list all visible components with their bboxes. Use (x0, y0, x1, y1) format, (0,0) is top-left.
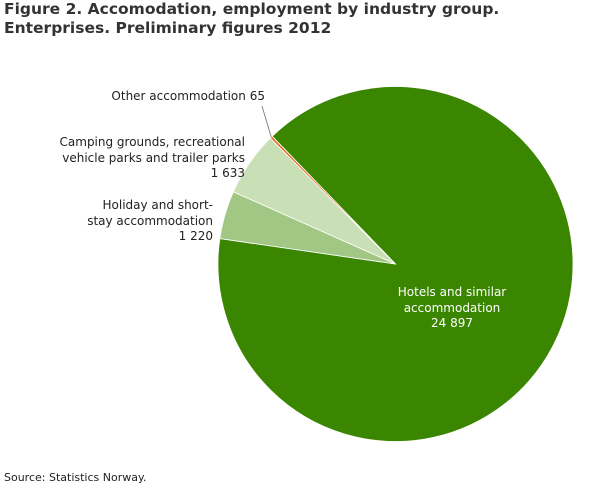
slice-value: 24 897 (431, 316, 473, 330)
slice-label: Hotels and similar accommodation 24 897 (352, 285, 552, 332)
slice-label: Other accommodation 65 (111, 89, 265, 105)
leader-line (261, 105, 272, 138)
source-note: Source: Statistics Norway. (4, 471, 147, 484)
slice-name: Holiday and short- stay accommodation (87, 198, 213, 228)
slice-label: Holiday and short- stay accommodation 1 2… (87, 198, 213, 245)
slice-value: 1 220 (178, 229, 213, 243)
slice-name: Hotels and similar accommodation (397, 285, 507, 315)
slice-value: 65 (249, 89, 265, 103)
slice-value: 1 633 (210, 166, 245, 180)
slice-name: Camping grounds, recreational vehicle pa… (59, 135, 245, 165)
slice-name: Other accommodation (111, 89, 246, 103)
slice-label: Camping grounds, recreational vehicle pa… (60, 135, 245, 182)
chart-title: Figure 2. Accomodation, employment by in… (4, 0, 500, 37)
